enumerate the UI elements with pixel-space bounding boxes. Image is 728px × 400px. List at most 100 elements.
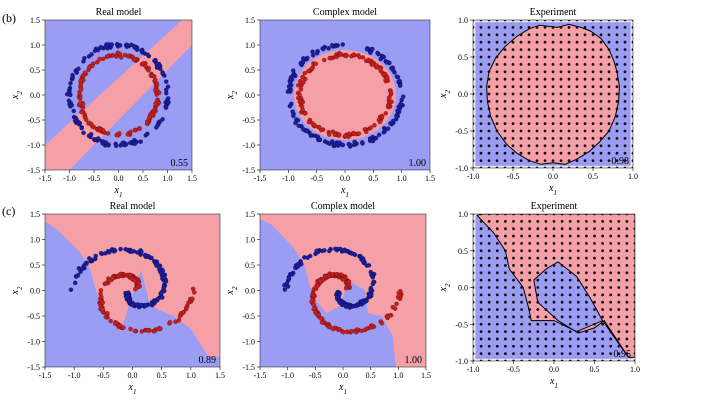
red-point [103,280,109,286]
grid-point [585,278,588,282]
grid-point [479,256,483,260]
grid-point [552,359,556,361]
red-point [113,320,119,326]
grid-point [520,330,523,333]
grid-point [591,48,595,51]
grid-point [487,352,491,356]
grid-point [495,337,499,341]
grid-point [495,85,499,88]
grid-point [487,129,491,133]
grid-point [487,70,491,74]
grid-point [609,315,613,319]
grid-point [609,322,613,326]
red-point [381,72,386,77]
grid-point [551,166,555,168]
blue-point [366,262,372,268]
red-point [183,305,189,311]
grid-point [536,359,540,361]
grid-point [503,144,507,148]
grid-point [583,144,587,148]
grid-point [528,322,532,326]
blue-point [317,137,322,143]
blue-point [395,108,400,114]
grid-point [568,322,572,326]
grid-point [479,242,483,245]
blue-point [163,90,169,96]
grid-point [495,114,499,118]
grid-point [552,219,556,223]
grid-point [473,271,475,275]
blue-point [370,273,376,279]
grid-point [591,122,595,125]
grid-point [599,26,603,29]
blue-point [319,248,325,254]
red-point [132,56,138,62]
grid-point [495,159,499,163]
red-point [341,329,346,335]
grid-point [615,144,619,148]
blue-point [159,295,165,300]
grid-point [495,256,499,260]
grid-point [487,214,491,216]
grid-point [593,308,596,311]
grid-point [527,63,531,66]
grid-point [559,33,563,37]
red-point [97,56,102,62]
red-point [366,57,371,63]
grid-point [543,20,547,22]
grid-point [631,129,633,133]
grid-point [495,107,499,111]
grid-point [536,249,540,253]
grid-point [559,122,563,125]
grid-point [544,219,548,223]
grid-point [520,234,523,238]
grid-point [583,40,587,44]
grid-point [567,114,571,118]
red-point [334,272,340,277]
grid-point [568,344,572,348]
grid-point [512,286,515,289]
grid-point [473,293,475,297]
grid-point [607,114,611,118]
red-point [94,59,100,65]
grid-point [625,219,629,223]
grid-point [607,144,611,148]
blue-point [392,70,397,75]
red-point [79,109,84,115]
grid-point [575,122,579,125]
accuracy-score: 1.00 [405,355,423,366]
grid-point [528,315,532,319]
grid-point [567,137,571,140]
grid-point [479,77,483,81]
blue-point [334,295,340,300]
grid-point [511,129,515,133]
red-point [372,122,377,128]
blue-point [397,78,403,84]
grid-point [504,278,507,282]
grid-point [615,122,619,125]
grid-point [543,70,547,74]
grid-point [487,85,491,88]
grid-point [495,63,499,66]
grid-point [591,40,595,44]
grid-point [543,107,547,111]
grid-point [607,26,611,29]
grid-point [576,330,580,333]
grid-point [607,70,611,74]
grid-point [585,242,588,245]
grid-point [559,77,563,81]
grid-point [473,92,475,96]
grid-point [543,144,547,148]
red-point [318,127,324,133]
grid-point [495,352,499,356]
grid-point [625,300,629,304]
grid-point [617,256,621,260]
blue-point [143,253,148,258]
grid-point [473,63,475,66]
grid-point [576,293,580,297]
red-point [346,131,352,137]
grid-point [568,308,572,311]
grid-point [473,219,475,223]
red-point [126,53,131,59]
grid-point [615,159,619,163]
